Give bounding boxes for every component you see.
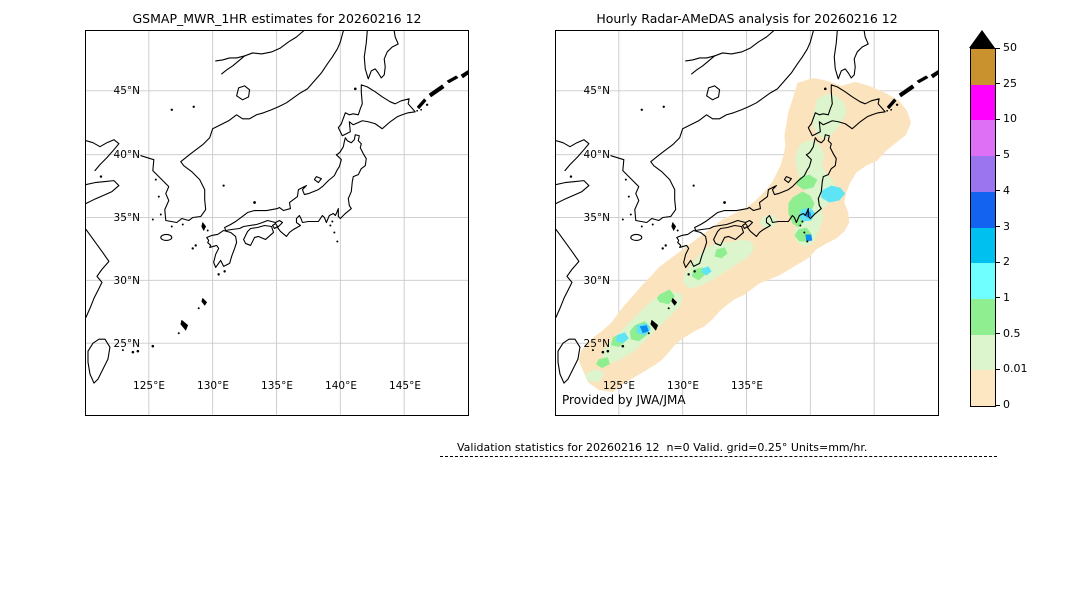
colorbar-tick-label: 2 (1003, 255, 1010, 269)
colorbar-segment (971, 298, 995, 335)
colorbar-tick-label: 25 (1003, 76, 1017, 90)
colorbar-tick (995, 261, 1000, 263)
colorbar-tick (995, 118, 1000, 120)
colorbar-segment (971, 334, 995, 371)
precip-level-2-area (701, 266, 712, 276)
lat-label: 40°N (583, 149, 610, 161)
precip-level-0.5-area (584, 369, 605, 383)
colorbar-segment (971, 84, 995, 121)
left-panel-title: GSMAP_MWR_1HR estimates for 20260216 12 (132, 11, 422, 26)
lat-label: 45°N (113, 85, 140, 97)
colorbar-tick (995, 226, 1000, 227)
lon-label: 135°E (731, 380, 763, 392)
validation-caption: Validation statistics for 20260216 12 n=… (457, 441, 868, 454)
colorbar-tick-label: 3 (1003, 219, 1010, 233)
lon-label: 135°E (261, 380, 293, 392)
colorbar-segment (971, 156, 995, 192)
lon-label: 130°E (197, 380, 229, 392)
colorbar-tick (995, 404, 1000, 406)
right-panel-title: Hourly Radar-AMeDAS analysis for 2026021… (596, 11, 898, 26)
precip-level-2-area (821, 185, 846, 203)
colorbar-segment (971, 263, 995, 299)
dashed-separator (440, 456, 997, 457)
lat-label: 30°N (113, 275, 140, 287)
colorbar-tick-label: 1 (1003, 290, 1010, 304)
colorbar-segment (971, 370, 995, 407)
precip-level-1-area (656, 289, 675, 305)
lon-label: 125°E (133, 380, 165, 392)
precip-level-3-area (805, 234, 813, 242)
colorbar-tick-label: 50 (1003, 41, 1017, 54)
lon-label: 145°E (389, 380, 421, 392)
precip-level-1-area (714, 247, 728, 259)
colorbar-tick-label: 0.5 (1003, 326, 1021, 340)
lat-label: 25°N (113, 338, 140, 350)
lat-label: 45°N (583, 85, 610, 97)
precip-level-0.5-area (813, 93, 847, 139)
colorbar-segment (971, 227, 995, 264)
colorbar-tick-label: 4 (1003, 183, 1010, 197)
colorbar-tick-label: 10 (1003, 112, 1017, 126)
colorbar-tick-label: 0.01 (1003, 362, 1028, 376)
colorbar-segment (971, 49, 995, 85)
lon-label: 140°E (325, 380, 357, 392)
colorbar (970, 48, 996, 407)
left-map-panel: 45°N 40°N 35°N 30°N 25°N 125°E 130°E 135… (85, 30, 469, 416)
colorbar-segment (971, 191, 995, 228)
colorbar-tick-label: 5 (1003, 148, 1010, 162)
colorbar-overflow-triangle (969, 30, 995, 48)
precip-level-3-area (639, 325, 649, 334)
colorbar-tick (995, 83, 1000, 85)
colorbar-tick-label: 0 (1003, 398, 1010, 411)
radar-amedas-map (556, 31, 938, 415)
colorbar-tick (995, 297, 1000, 299)
colorbar-segment (971, 120, 995, 157)
precip-shading (578, 77, 912, 393)
precip-level-0.5-area (759, 214, 778, 228)
precip-level-1-area (595, 357, 610, 369)
colorbar-tick (995, 368, 1000, 370)
lat-label: 35°N (113, 212, 140, 224)
colorbar-tick (995, 190, 1000, 192)
colorbar-tick (995, 154, 1000, 156)
colorbar-tick (995, 333, 1000, 335)
right-map-panel: 45°N 40°N 35°N 30°N 25°N 125°E 130°E 135… (555, 30, 939, 416)
colorbar-tick (995, 47, 1000, 49)
lat-label: 30°N (583, 275, 610, 287)
lon-label: 125°E (603, 380, 635, 392)
lon-label: 130°E (667, 380, 699, 392)
credit-label: Provided by JWA/JMA (562, 393, 686, 407)
lat-label: 40°N (113, 149, 140, 161)
lat-label: 25°N (583, 338, 610, 350)
precip-level-2-area (615, 332, 629, 344)
colorbar-ticks: 50 25 10 5 4 3 2 1 0.5 0.01 0 (995, 41, 1045, 411)
lat-label: 35°N (583, 212, 610, 224)
gsmap-map (86, 31, 468, 415)
